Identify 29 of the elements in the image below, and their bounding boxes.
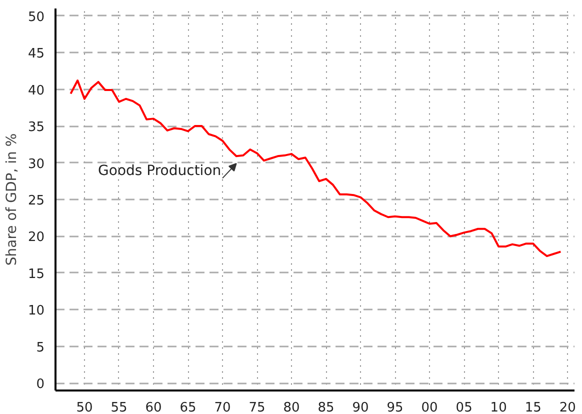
x-tick-label: 80 xyxy=(283,400,300,414)
y-tick-label: 25 xyxy=(28,194,45,208)
x-tick-label: 90 xyxy=(352,400,369,414)
annotation: Goods Production xyxy=(98,162,222,179)
x-tick-label: 50 xyxy=(76,400,93,414)
y-tick-label: 35 xyxy=(28,120,45,136)
y-tick-label: 50 xyxy=(28,10,45,25)
x-tick-label: 65 xyxy=(180,400,196,414)
line-series xyxy=(70,79,562,258)
x-tick-label: 85 xyxy=(318,400,334,414)
x-tick-label: 00 xyxy=(421,400,438,414)
x-tick-label: 15 xyxy=(524,400,542,414)
x-tick-label: 95 xyxy=(386,400,404,414)
y-tick-label: 10 xyxy=(28,304,45,319)
y-tick-label: 5 xyxy=(36,340,45,356)
y-tick-label: 20 xyxy=(28,230,45,246)
x-tick-label: 20 xyxy=(559,400,576,414)
x-tick-label: 70 xyxy=(214,400,231,414)
x-tick-label: 55 xyxy=(110,400,128,414)
y-tick-label: 30 xyxy=(28,156,45,172)
y-axis-title: Share of GDP, in % xyxy=(4,133,20,266)
x-tick-label: 75 xyxy=(248,400,266,414)
x-tick-label: 05 xyxy=(456,400,472,414)
y-tick-label: 0 xyxy=(36,377,45,392)
y-tick-label: 40 xyxy=(28,83,45,98)
x-tick-label: 60 xyxy=(145,400,162,414)
y-tick-label: 15 xyxy=(28,266,45,282)
y-tick-label: 45 xyxy=(28,46,45,62)
x-tick-label: 10 xyxy=(490,400,507,414)
